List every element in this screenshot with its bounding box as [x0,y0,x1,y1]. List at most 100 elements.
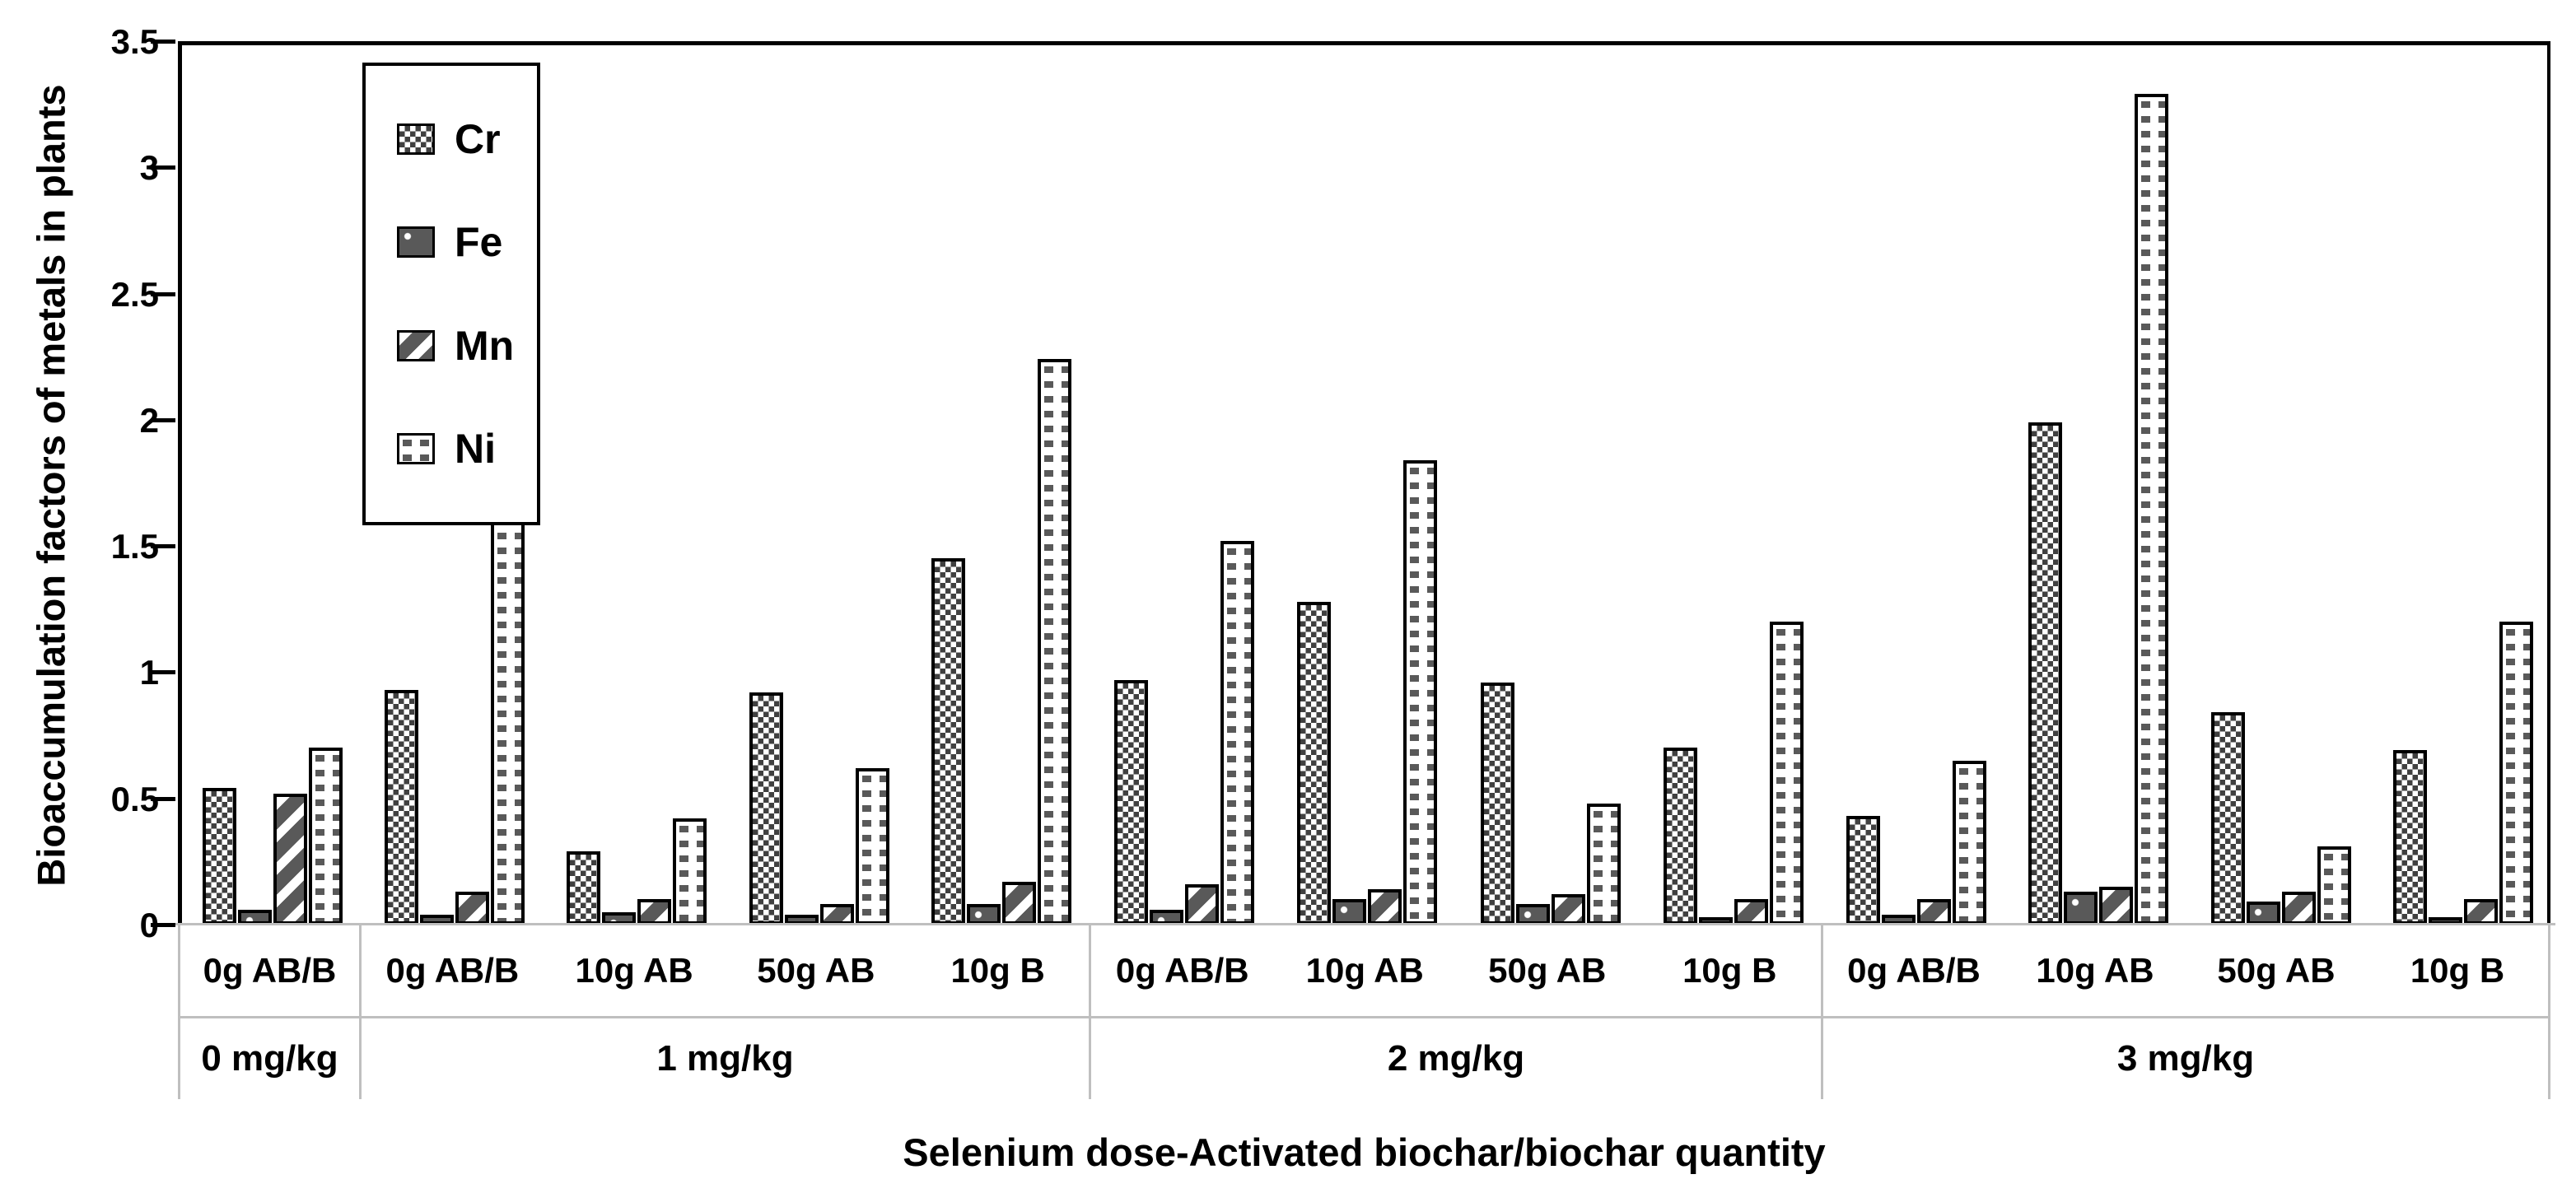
legend-label: Mn [455,322,515,369]
bar-cr [567,851,601,925]
bar-cluster-10g AB [1276,45,1458,925]
bar-ni [1769,622,1804,925]
bar-cluster-10g B [2373,45,2555,925]
treatment-label: 0g AB/B [1115,951,1249,990]
bar-mn [1185,883,1220,925]
plot-area [178,41,2550,925]
dose-label: 1 mg/kg [656,1038,794,1079]
bar-ni [1220,541,1255,925]
bar-ni [1403,459,1438,925]
bar-mn [637,899,672,925]
bar-mn [2099,887,2134,925]
legend-item-mn: Mn [397,325,537,366]
y-axis-tick [151,417,175,422]
bar-cluster-50g AB [728,45,911,925]
treatment-label: 10g AB [2036,951,2154,990]
bar-fe [2246,902,2280,925]
bar-cr [1663,748,1697,925]
y-tick-label: 1.5 [110,527,159,566]
bar-fe [1150,909,1184,925]
dose-group-0-mg/kg [182,45,363,925]
bar-ni [309,748,343,925]
mn-pattern-swatch-icon [397,329,435,361]
y-tick-label: 1 [139,653,159,692]
treatment-label: 10g AB [575,951,693,990]
dose-label-row: 0 mg/kg 1 mg/kg 2 mg/kg 3 mg/kg [178,1016,2550,1099]
bar-cr [2393,750,2428,925]
bar-ni [1586,803,1621,925]
bar-fe [1332,899,1367,925]
treatment-label: 0g AB/B [203,951,337,990]
bar-cluster-50g AB [2190,45,2373,925]
treatment-label: 10g B [2410,951,2505,990]
y-tick-label: 3 [139,148,159,188]
cr-pattern-swatch-icon [397,123,435,155]
bar-fe [967,904,1001,925]
bar-cluster-0g AB/B [1093,45,1276,925]
x-axis-label-table: 0g AB/B 0g AB/B 10g AB 50g AB 10g B 0g AB/B 10… [178,925,2550,1099]
treatment-label: 0g AB/B [385,951,520,990]
y-tick-label: 2 [139,400,159,440]
bar-fe [2429,916,2463,925]
bar-fe [1881,914,1916,925]
treatment-label-group: 0g AB/B 10g AB 50g AB 10g B [1089,925,1821,1016]
legend-item-cr: Cr [397,119,537,160]
treatment-label: 50g AB [2217,951,2336,990]
dose-group-1-mg/kg [363,45,1093,925]
y-axis-tick [151,40,175,44]
bar-cluster-0g AB/B [363,45,546,925]
bar-cr [203,788,236,925]
y-axis-tick [151,923,175,927]
bar-fe [1698,916,1733,925]
x-axis-line [173,923,2555,925]
bar-cluster-10g AB [2008,45,2191,925]
bar-mn [1916,899,1951,925]
y-axis-tick [151,165,175,170]
bar-fe [238,909,272,925]
bar-mn [1734,899,1768,925]
y-tick-label: 0.5 [110,779,159,818]
bar-mn [819,904,854,925]
treatment-label: 0g AB/B [1847,951,1981,990]
dose-label-group: 1 mg/kg [359,1018,1089,1099]
y-axis-tick [151,796,175,801]
legend-label: Cr [455,115,501,162]
y-tick-label: 0 [139,906,159,944]
legend-label: Ni [455,426,496,473]
bar-ni [490,495,525,925]
bar-cr [2210,712,2245,925]
dose-label: 2 mg/kg [1387,1038,1525,1079]
fe-pattern-swatch-icon [397,226,435,259]
bar-mn [2281,892,2316,925]
y-tick-label: 3.5 [110,22,159,61]
dose-group-3-mg/kg [1825,45,2555,925]
treatment-label-group: 0g AB/B [178,925,359,1016]
bar-mn [1002,881,1037,925]
x-axis-title: Selenium dose-Activated biochar/biochar … [903,1130,1826,1174]
bar-cr [749,692,783,925]
y-tick-label: 2.5 [110,274,159,314]
bar-cr [384,689,418,925]
bar-ni [855,767,889,925]
treatment-label: 10g AB [1305,951,1424,990]
legend-item-fe: Fe [397,221,537,263]
dose-label-group: 0 mg/kg [178,1018,359,1099]
bar-ni [673,818,707,925]
bar-fe [1515,904,1550,925]
treatment-label: 50g AB [1488,951,1607,990]
bar-cluster-10g AB [546,45,729,925]
dose-group-2-mg/kg [1093,45,1825,925]
bar-cr [1297,601,1332,925]
y-axis-tick [151,544,175,549]
bar-cluster-10g B [911,45,1094,925]
bar-cluster-50g AB [1459,45,1642,925]
ni-pattern-swatch-icon [397,433,435,465]
bar-cluster-10g B [1642,45,1825,925]
bar-fe [784,914,819,925]
dose-label-group: 3 mg/kg [1821,1018,2550,1099]
bar-ni [1952,760,1986,925]
bar-fe [2064,892,2098,925]
bar-mn [2464,899,2499,925]
legend-item-ni: Ni [397,428,537,469]
y-axis-tick [151,291,175,296]
